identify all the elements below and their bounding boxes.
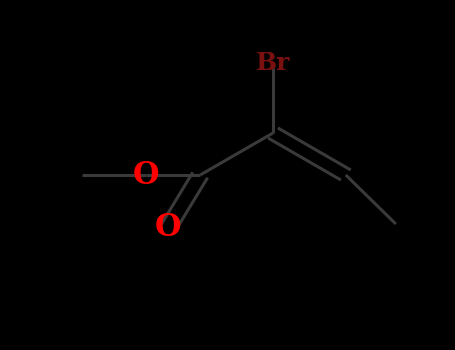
Text: Br: Br: [256, 51, 290, 75]
Text: O: O: [132, 160, 159, 190]
Text: O: O: [155, 212, 182, 243]
